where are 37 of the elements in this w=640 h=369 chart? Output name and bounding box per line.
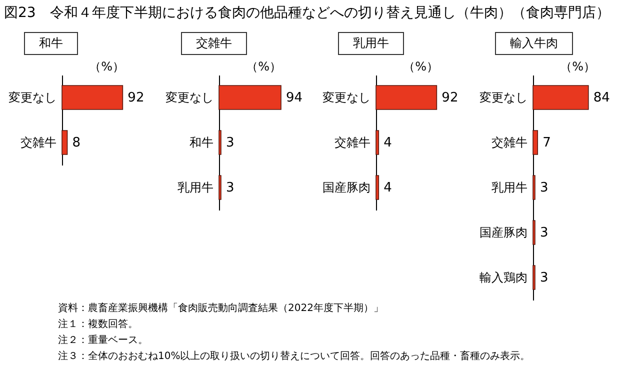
data-label: 92 <box>128 90 144 106</box>
y-tick-label: 交雑牛 <box>334 136 370 150</box>
y-tick-label: 交雑牛 <box>492 136 528 150</box>
data-label: 84 <box>593 90 610 106</box>
data-label: 3 <box>226 136 234 150</box>
chart-title: 輸入牛肉 <box>495 32 573 55</box>
data-label: 3 <box>540 180 548 196</box>
data-label: 3 <box>540 270 548 286</box>
data-label: 4 <box>384 180 392 196</box>
y-tick-label: 変更なし <box>322 90 370 104</box>
y-tick-label: 乳用牛 <box>178 180 214 194</box>
y-tick-label: 国産豚肉 <box>322 180 370 194</box>
chart-title: 和牛 <box>24 32 78 55</box>
data-label: 8 <box>72 136 81 150</box>
y-tick-label: 国産豚肉 <box>480 226 528 240</box>
text: 図23 令和４年度下半期における食肉の他品種などへの切り替え見通し（牛肉）（食肉専門店） <box>4 4 611 22</box>
data-label: 94 <box>286 90 303 106</box>
text: 注３：全体のおおむね10%以上の取り扱いの切り替えについて回答。回答のあった品種・畜種のみ表示。 <box>58 350 532 364</box>
x-axis-title: （%） <box>560 60 596 74</box>
text: 資料：農畜産業振興機構「食肉販売動向調査結果（2022年度下半期）」 <box>58 302 384 316</box>
y-tick-label: 変更なし <box>8 90 56 104</box>
x-axis-title: （%） <box>89 60 124 74</box>
y-tick-label: 輸入鶏肉 <box>480 270 528 284</box>
data-label: 7 <box>542 136 551 150</box>
text: 注２：重量ベース。 <box>58 334 149 348</box>
y-tick-label: 変更なし <box>480 90 528 104</box>
data-label: 3 <box>226 180 234 196</box>
chart-title: 乳用牛 <box>338 32 404 55</box>
x-axis-title: （%） <box>403 60 438 74</box>
data-label: 3 <box>540 226 548 240</box>
y-tick-label: 和牛 <box>190 136 214 150</box>
x-axis-title: （%） <box>246 60 282 74</box>
y-tick-label: 乳用牛 <box>492 180 528 194</box>
data-label: 4 <box>384 136 392 150</box>
text: 注１：複数回答。 <box>58 318 139 332</box>
data-label: 92 <box>442 90 458 106</box>
y-tick-label: 変更なし <box>166 90 214 104</box>
